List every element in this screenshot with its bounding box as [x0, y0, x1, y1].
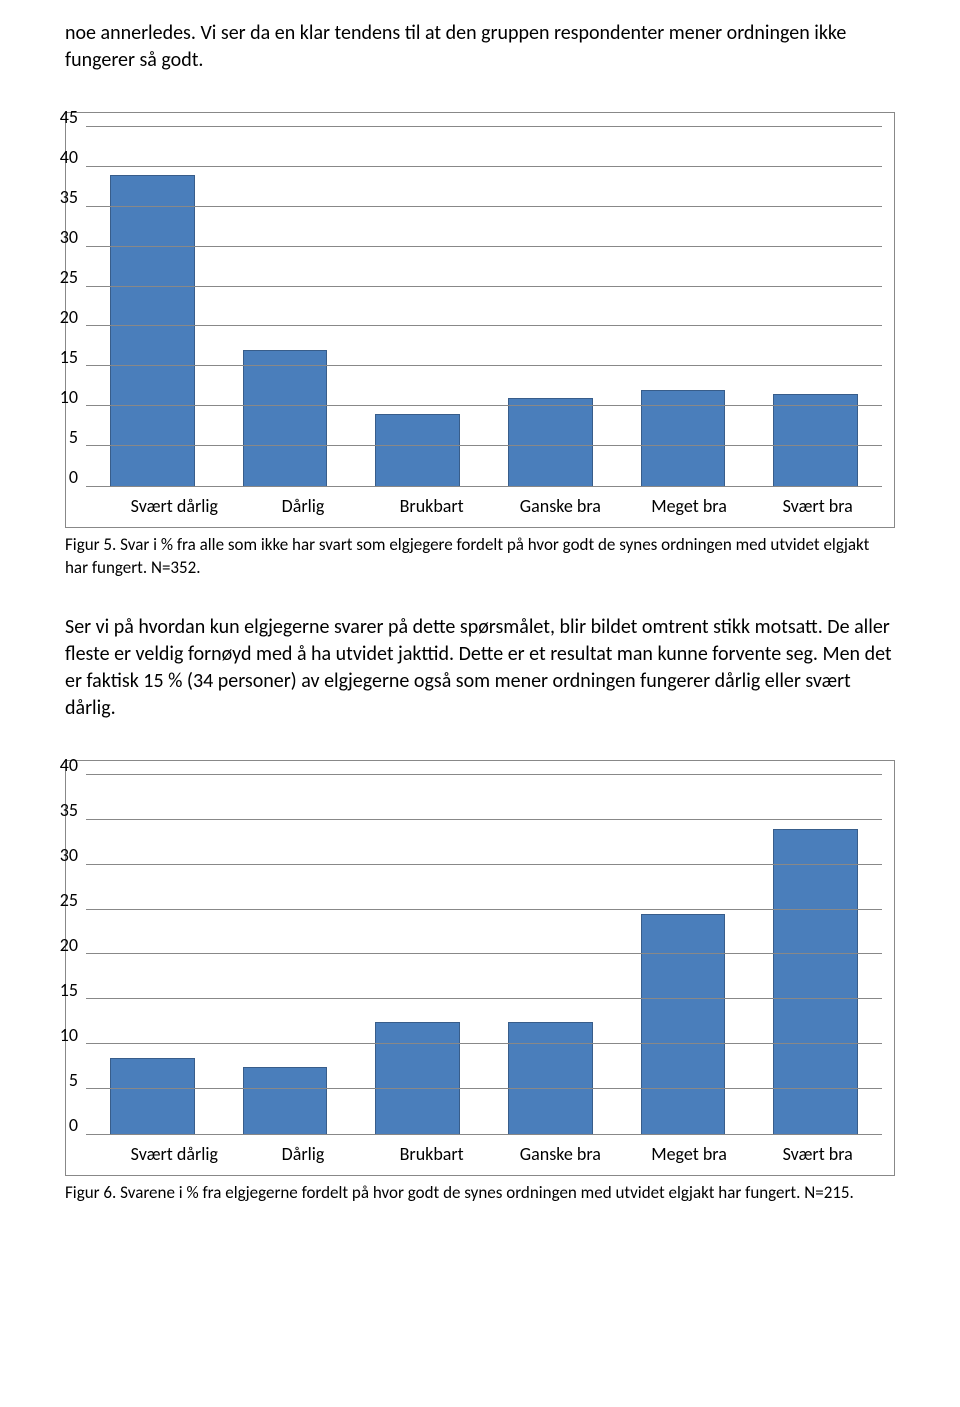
chart-2: 4035302520151050 [78, 775, 882, 1135]
chart-1-caption: Figur 5. Svar i % fra alle som ikke har … [65, 534, 895, 580]
chart-2-bar [243, 1067, 328, 1134]
chart-2-y-axis: 4035302520151050 [78, 775, 86, 1135]
chart-1-bar-slot [351, 127, 484, 486]
chart-1-bar [773, 394, 858, 486]
chart-2-gridline [86, 774, 882, 775]
chart-2-bar-slot [749, 775, 882, 1134]
chart-2-x-axis: Svært dårligDårligBrukbartGanske braMege… [110, 1135, 882, 1165]
chart-1-bar [508, 398, 593, 486]
chart-2-bar [641, 914, 726, 1134]
chart-1-xlabel: Ganske bra [496, 495, 625, 517]
chart-2-caption: Figur 6. Svarene i % fra elgjegerne ford… [65, 1182, 895, 1205]
chart-1-gridline [86, 166, 882, 167]
chart-2-gridline [86, 953, 882, 954]
chart-1-bar-slot [219, 127, 352, 486]
chart-2-gridline [86, 909, 882, 910]
chart-2-xlabel: Meget bra [625, 1143, 754, 1165]
chart-1-x-axis: Svært dårligDårligBrukbartGanske braMege… [110, 487, 882, 517]
chart-1-xlabel: Svært dårlig [110, 495, 239, 517]
chart-1: 454035302520151050 [78, 127, 882, 487]
chart-1-gridline [86, 286, 882, 287]
middle-paragraph: Ser vi på hvordan kun elgjegerne svarer … [65, 614, 895, 722]
chart-2-xlabel: Dårlig [239, 1143, 368, 1165]
chart-1-bar [110, 175, 195, 486]
chart-1-bar-slot [617, 127, 750, 486]
chart-2-bar [375, 1022, 460, 1134]
chart-2-bar-slot [86, 775, 219, 1134]
chart-1-gridline [86, 246, 882, 247]
chart-2-xlabel: Brukbart [367, 1143, 496, 1165]
chart-2-bar [110, 1058, 195, 1134]
chart-2-gridline [86, 1088, 882, 1089]
chart-2-xlabel: Ganske bra [496, 1143, 625, 1165]
chart-2-gridline [86, 864, 882, 865]
chart-1-gridline [86, 126, 882, 127]
chart-1-xlabel: Brukbart [367, 495, 496, 517]
chart-2-gridline [86, 819, 882, 820]
chart-1-bars [86, 127, 882, 486]
chart-1-xlabel: Dårlig [239, 495, 368, 517]
chart-1-bar [375, 414, 460, 486]
chart-1-gridline [86, 206, 882, 207]
chart-2-bar-slot [617, 775, 750, 1134]
chart-1-y-axis: 454035302520151050 [78, 127, 86, 487]
chart-2-bars [86, 775, 882, 1134]
chart-2-bar-slot [351, 775, 484, 1134]
chart-1-bar-slot [484, 127, 617, 486]
chart-1-gridline [86, 405, 882, 406]
chart-1-gridline [86, 365, 882, 366]
chart-2-bar-slot [219, 775, 352, 1134]
chart-1-bar [243, 350, 328, 486]
chart-2-container: 4035302520151050 Svært dårligDårligBrukb… [65, 760, 895, 1176]
chart-1-gridline [86, 445, 882, 446]
chart-2-xlabel: Svært dårlig [110, 1143, 239, 1165]
chart-1-bar-slot [749, 127, 882, 486]
chart-1-xlabel: Meget bra [625, 495, 754, 517]
chart-2-bar-slot [484, 775, 617, 1134]
chart-2-bar [508, 1022, 593, 1134]
chart-2-xlabel: Svært bra [753, 1143, 882, 1165]
chart-2-gridline [86, 998, 882, 999]
chart-2-gridline [86, 1043, 882, 1044]
chart-1-plot [86, 127, 882, 487]
chart-1-xlabel: Svært bra [753, 495, 882, 517]
chart-1-bar-slot [86, 127, 219, 486]
chart-2-plot [86, 775, 882, 1135]
intro-paragraph: noe annerledes. Vi ser da en klar tenden… [65, 20, 895, 74]
chart-1-container: 454035302520151050 Svært dårligDårligBru… [65, 112, 895, 528]
chart-1-gridline [86, 325, 882, 326]
